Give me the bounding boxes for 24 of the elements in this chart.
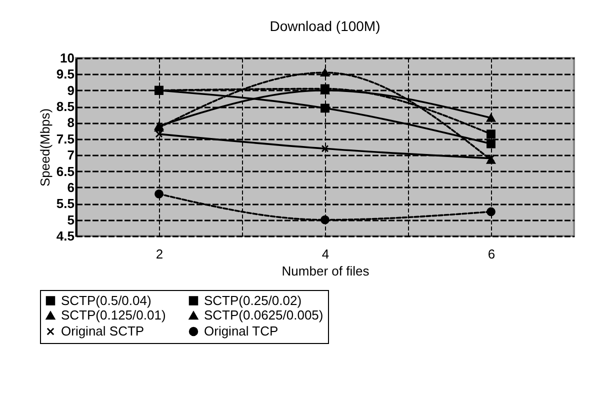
chart-title: Download (100M): [270, 18, 380, 34]
y-tick-label: 9: [67, 82, 74, 98]
y-tick-label: 6.5: [56, 164, 74, 179]
legend-label: SCTP(0.5/0.04): [61, 292, 152, 308]
legend-label: SCTP(0.125/0.01): [61, 308, 166, 322]
y-tick-label: 7: [67, 148, 74, 163]
y-tick-label: 8: [67, 115, 74, 130]
x-axis-title: Number of files: [282, 264, 370, 278]
y-tick-label: 6: [67, 180, 74, 195]
y-tick-label: 5: [67, 212, 74, 228]
x-tick-label: 2: [156, 246, 164, 262]
y-tick-label: 4.5: [56, 228, 74, 244]
y-axis-title: Speed(Mbps): [37, 108, 52, 187]
y-tick-label: 7.5: [56, 131, 74, 146]
y-tick-label: 5.5: [56, 196, 74, 212]
legend-label: SCTP(0.25/0.02): [204, 292, 302, 308]
legend-label: SCTP(0.0625/0.005): [204, 308, 324, 322]
y-tick-label: 9.5: [56, 66, 74, 82]
y-tick-label: 8.5: [56, 99, 74, 114]
x-tick-label: 6: [488, 246, 496, 262]
y-tick-label: 10: [60, 50, 74, 66]
legend-label: Original SCTP: [61, 324, 144, 338]
legend-label: Original TCP: [204, 324, 278, 338]
x-tick-label: 4: [322, 246, 330, 262]
